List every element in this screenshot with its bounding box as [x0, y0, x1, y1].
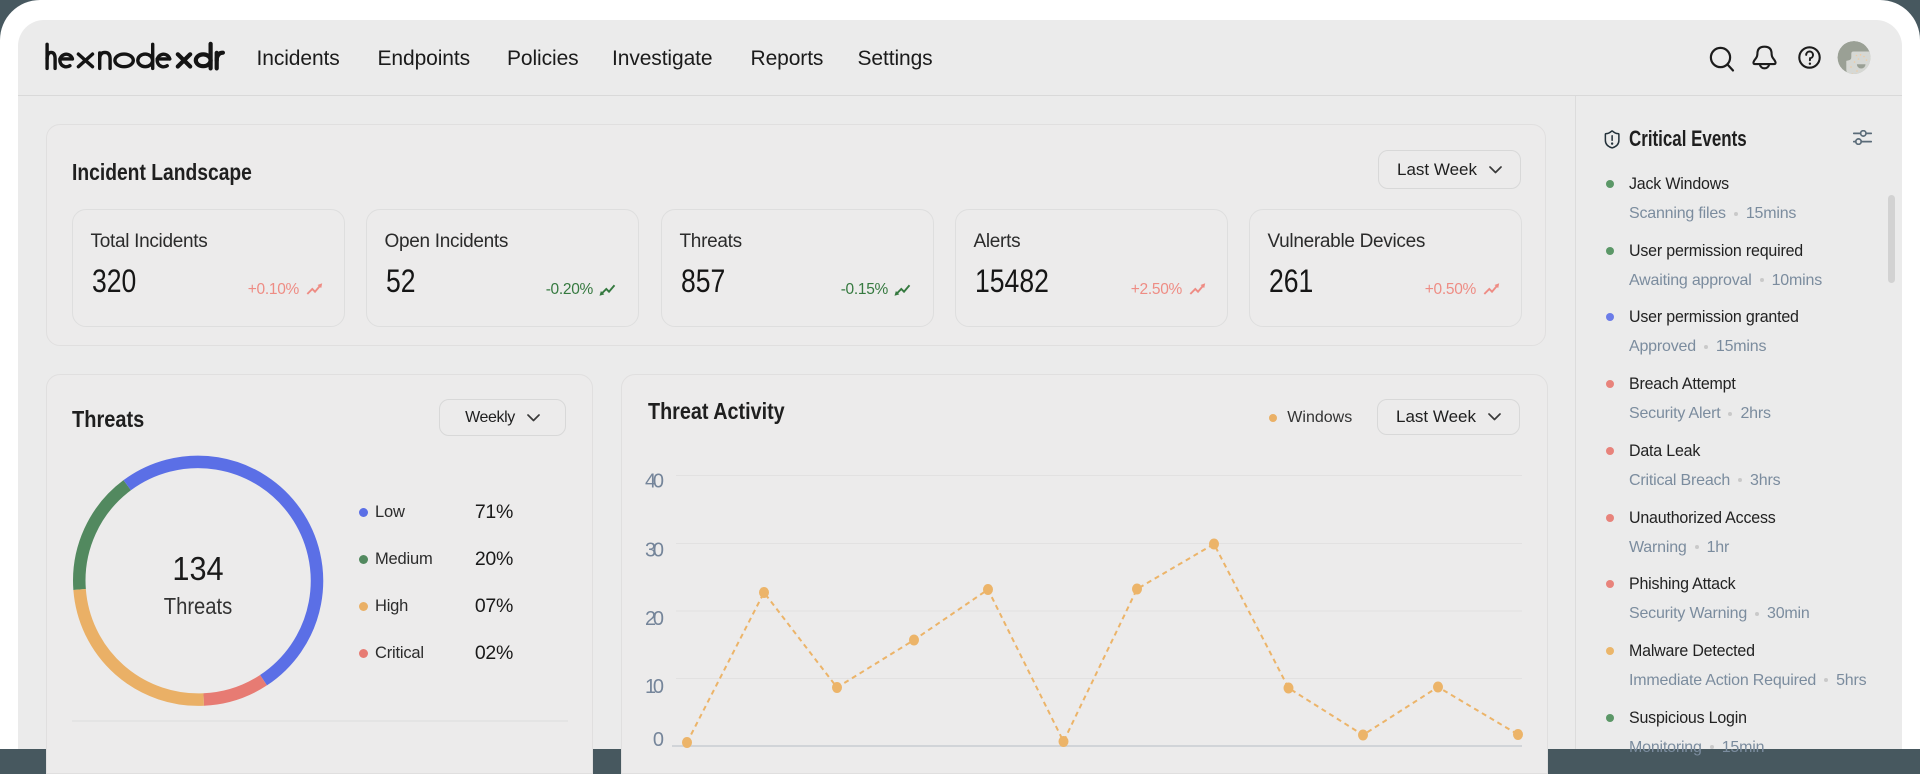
svg-text:40: 40 — [645, 470, 664, 492]
svg-text:30: 30 — [645, 540, 664, 562]
svg-text:0: 0 — [653, 729, 664, 749]
svg-text:10: 10 — [645, 676, 664, 698]
svg-text:20: 20 — [645, 608, 664, 630]
